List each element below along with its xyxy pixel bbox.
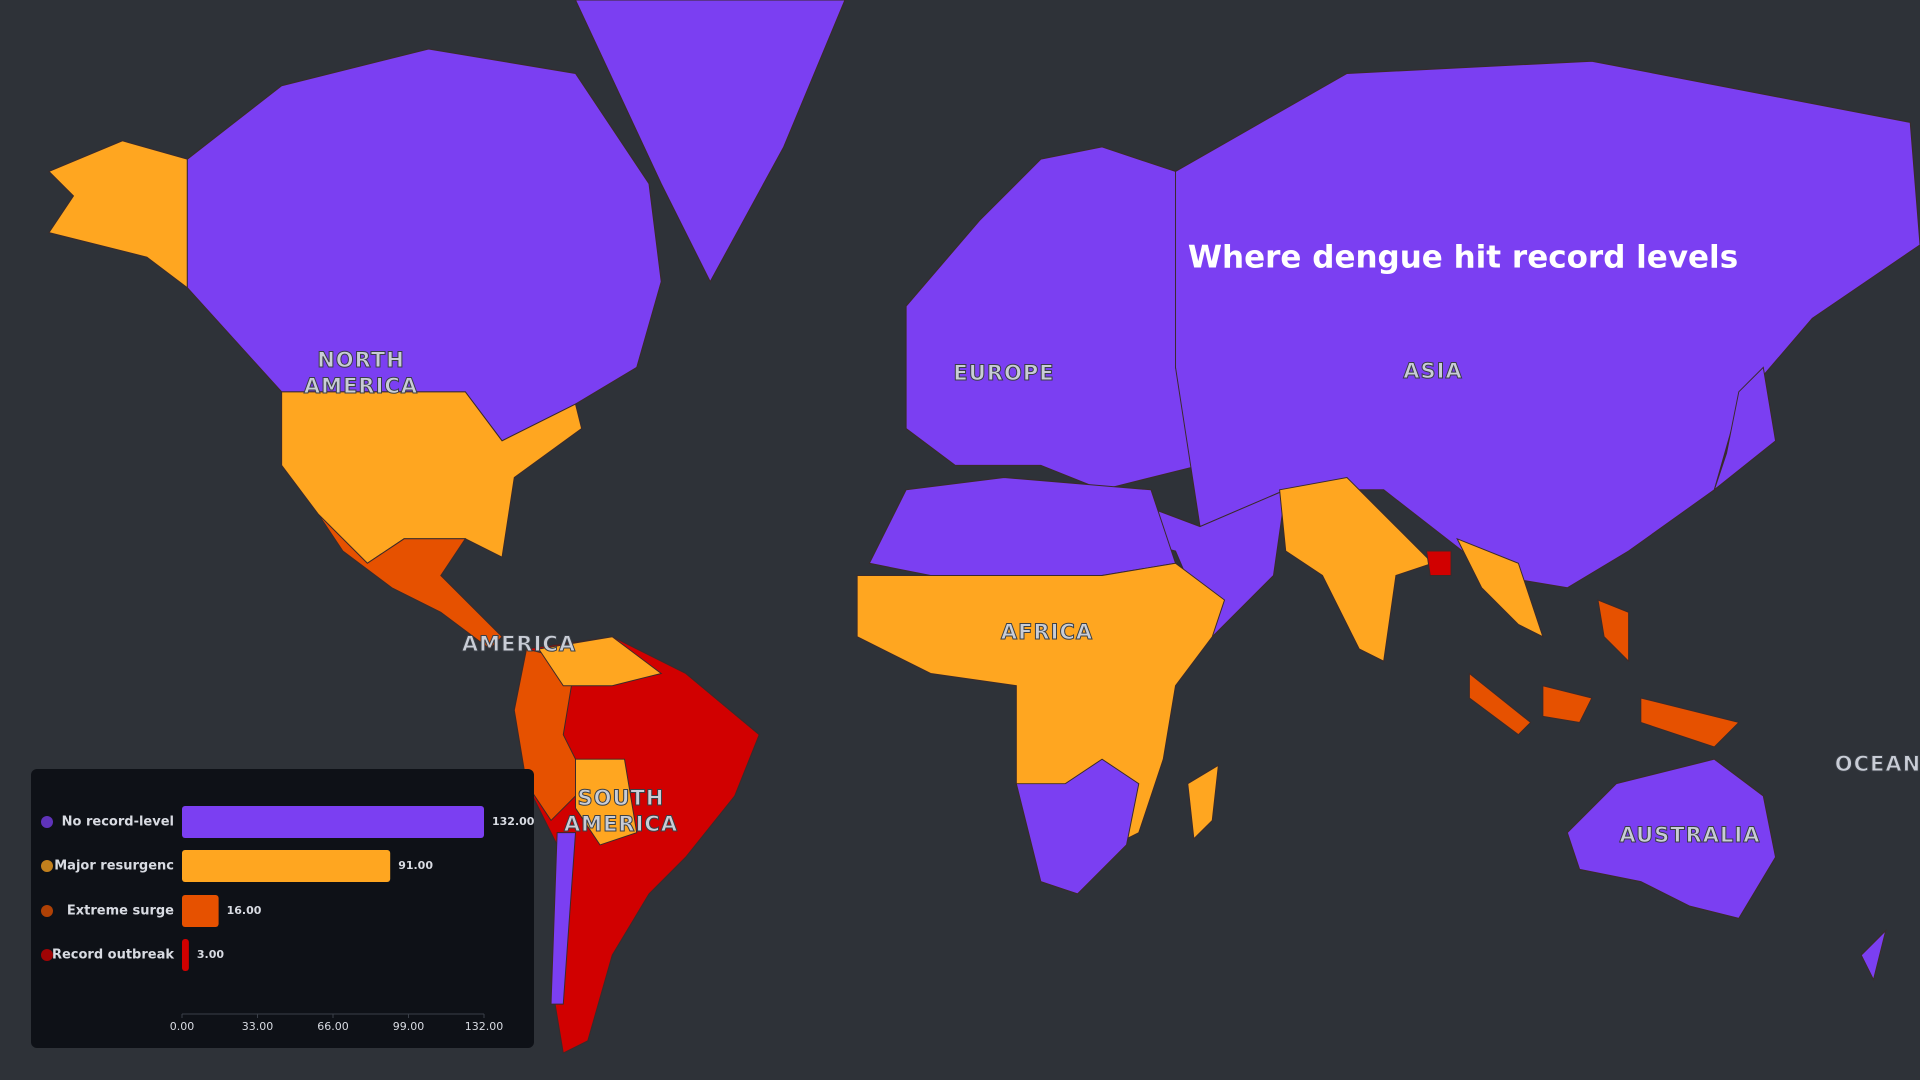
world-map [48,0,1920,1054]
chart-inset: 0.00 33.00 66.00 99.00 132.00 No record-level… [31,769,535,1048]
new-guinea [1640,697,1740,748]
inset-panel [31,769,534,1048]
central-america [317,513,503,650]
value-label: 3.00 [197,948,224,961]
southeast-asia [1456,537,1544,638]
value-label: 132.00 [492,815,535,828]
bangladesh [1425,550,1452,577]
map-label: SOUTH [578,786,665,810]
map-label: NORTH [317,348,405,372]
madagascar [1187,764,1219,840]
value-label: 16.00 [227,904,262,917]
bolivia [575,758,638,846]
map-label: ASIA [1403,359,1462,383]
bar [182,806,484,838]
bar [182,850,391,882]
sumatra [1468,672,1532,736]
india [1279,477,1434,662]
value-label: 91.00 [398,859,433,872]
legend-dot [41,860,53,872]
map-label: AUSTRALIA [1620,823,1761,847]
bar [182,939,189,971]
x-tick-label: 66.00 [317,1020,349,1033]
map-label: AFRICA [1001,620,1093,644]
map-label: AMERICA [564,812,678,836]
map-title: Where dengue hit record levels [1188,240,1738,276]
bar [182,895,219,927]
legend-dot [41,816,53,828]
legend-dot [41,905,53,917]
category-label: Major resurgenc [54,859,174,874]
x-tick-label: 33.00 [242,1020,274,1033]
legend-dot [41,949,53,961]
x-tick-label: 99.00 [393,1020,425,1033]
map-label: AMERICA [304,374,418,398]
new-zealand [1860,929,1887,982]
map-label: AMERICA [462,632,576,656]
x-tick-label: 0.00 [170,1020,195,1033]
venezuela [537,636,663,687]
category-label: Record outbreak [52,948,174,963]
borneo [1542,685,1593,723]
alaska [48,140,188,289]
map-label: OCEAN [1835,752,1920,776]
philippines [1597,599,1630,663]
southern-africa [1015,758,1140,895]
category-label: Extreme surge [67,904,174,919]
australia [1566,758,1777,919]
x-tick-label: 132.00 [465,1020,504,1033]
map-label: EUROPE [953,361,1054,385]
japan [1713,366,1777,492]
greenland [574,0,846,283]
chile [550,832,577,1005]
category-label: No record-level [62,815,174,830]
south-america [513,636,760,1054]
